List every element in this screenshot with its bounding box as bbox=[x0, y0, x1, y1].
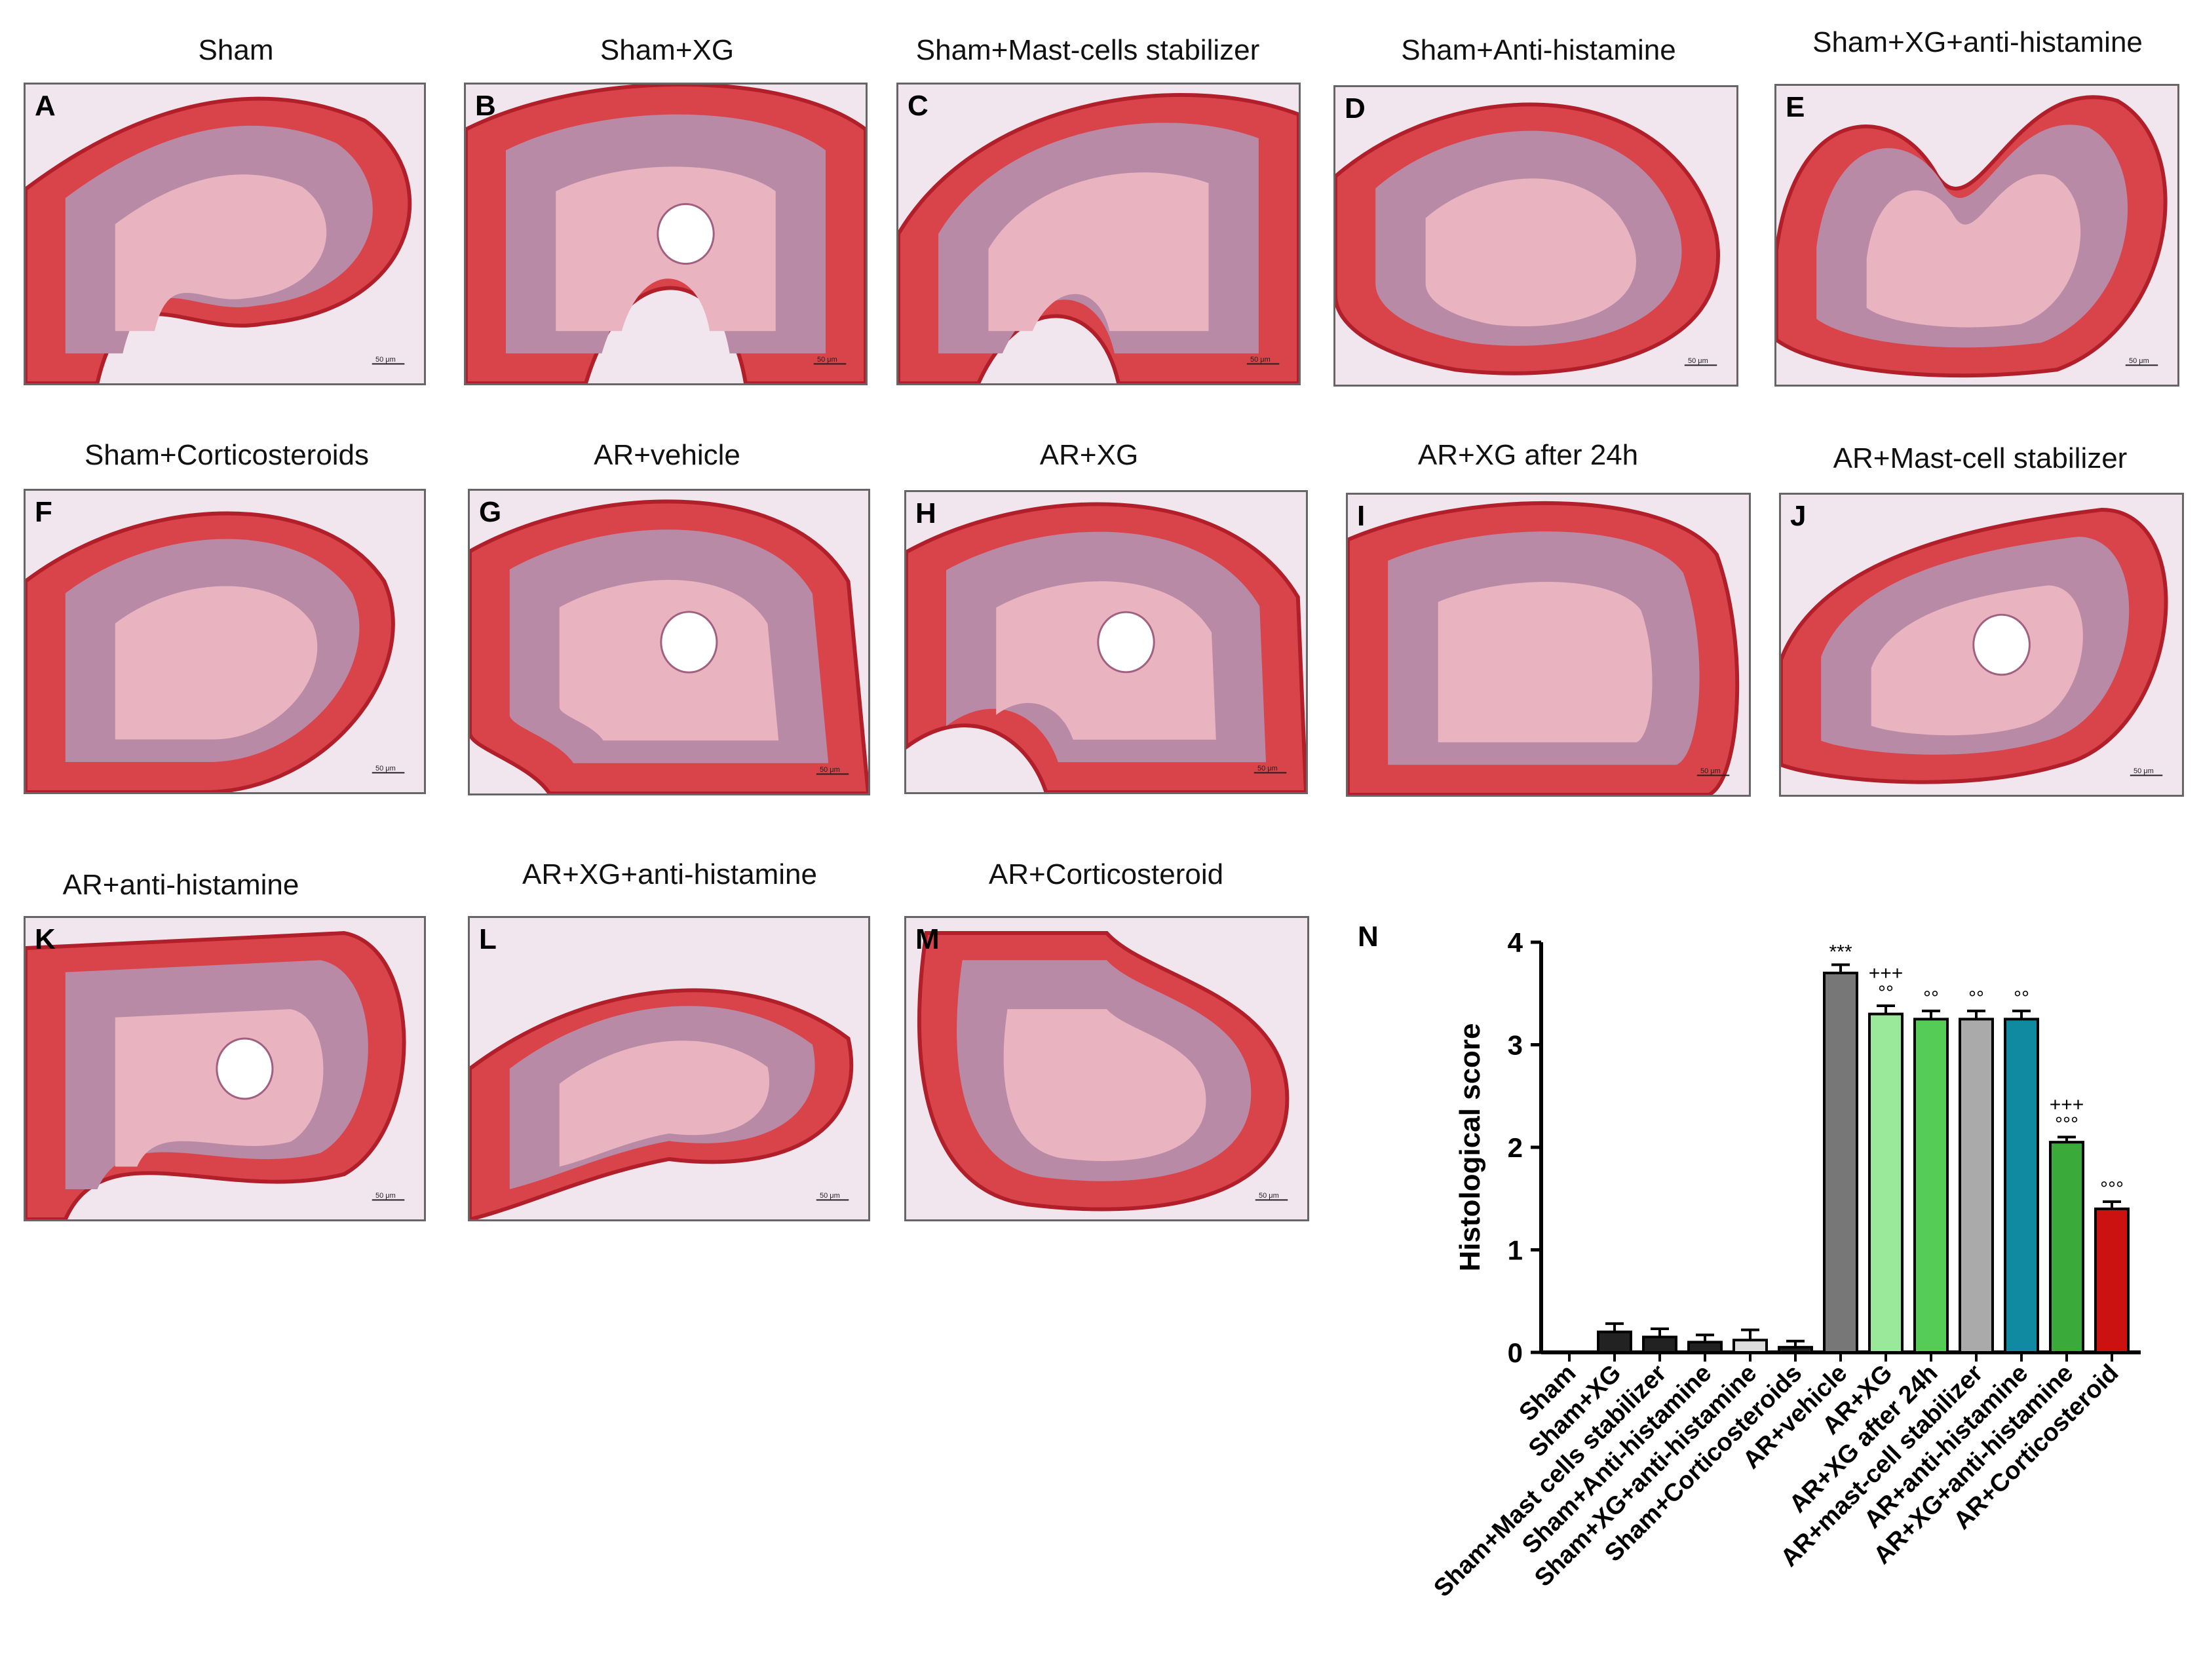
significance-marker: +++ bbox=[2050, 1094, 2084, 1115]
scale-bar-label: 50 μm bbox=[817, 356, 837, 364]
micrograph-image bbox=[470, 491, 868, 793]
y-tick-label: 1 bbox=[1508, 1235, 1523, 1266]
bar bbox=[1732, 1339, 1768, 1354]
micrograph-image bbox=[1348, 495, 1749, 795]
bar bbox=[2004, 1018, 2039, 1354]
micrograph-panel: 50 μm D bbox=[1333, 85, 1738, 387]
panel-letter: G bbox=[479, 496, 502, 528]
panel-letter: M bbox=[915, 923, 940, 955]
panel-letter: H bbox=[915, 497, 936, 529]
significance-marker: °° bbox=[2014, 987, 2029, 1009]
y-tick-label: 4 bbox=[1508, 927, 1523, 958]
panel-letter: C bbox=[908, 90, 928, 122]
y-tick-label: 0 bbox=[1508, 1337, 1523, 1368]
significance-marker: °° bbox=[1968, 987, 1984, 1009]
bar bbox=[2094, 1207, 2130, 1354]
panel-letter: A bbox=[35, 90, 56, 122]
bar bbox=[1959, 1018, 1994, 1354]
scale-bar-label: 50 μm bbox=[375, 356, 396, 364]
bar bbox=[1823, 971, 1858, 1354]
scale-bar-label: 50 μm bbox=[1259, 1192, 1279, 1200]
bar bbox=[1597, 1330, 1632, 1354]
scale-bar-label: 50 μm bbox=[820, 766, 840, 774]
bar bbox=[2049, 1141, 2084, 1354]
panel-title: AR+XG after 24h bbox=[1417, 439, 1639, 471]
panel-title: Sham+Mast-cells stabilizer bbox=[915, 34, 1260, 66]
micrograph-image bbox=[26, 918, 424, 1219]
micrograph-panel: 50 μm J bbox=[1779, 493, 2184, 797]
micrograph-image bbox=[906, 492, 1306, 792]
micrograph-image bbox=[26, 85, 424, 383]
panel-title: AR+anti-histamine bbox=[62, 869, 299, 901]
micrograph-panel: 50 μm M bbox=[904, 916, 1309, 1221]
panel-letter: L bbox=[479, 923, 497, 955]
panel-title: Sham+XG+anti-histamine bbox=[1812, 26, 2143, 58]
y-axis-label: Histological score bbox=[1454, 1023, 1486, 1271]
significance-marker: °°° bbox=[2055, 1113, 2078, 1135]
bar bbox=[1868, 1012, 1904, 1354]
panel-title: Sham bbox=[198, 34, 274, 66]
micrograph-image bbox=[898, 85, 1299, 383]
panel-title: Sham+Anti-histamine bbox=[1401, 34, 1676, 66]
significance-marker: °°° bbox=[2100, 1178, 2124, 1200]
micrograph-panel: 50 μm C bbox=[896, 83, 1301, 385]
micrograph-image bbox=[466, 85, 866, 383]
bar bbox=[1913, 1018, 1949, 1354]
micrograph-image bbox=[26, 491, 424, 792]
micrograph-image bbox=[1776, 86, 2177, 385]
bar bbox=[1687, 1341, 1723, 1354]
scale-bar-label: 50 μm bbox=[2134, 767, 2154, 775]
micrograph-image bbox=[1335, 87, 1736, 385]
panel-title: AR+XG+anti-histamine bbox=[522, 858, 817, 890]
micrograph-panel: 50 μm K bbox=[24, 916, 426, 1221]
panel-letter: F bbox=[35, 496, 52, 528]
micrograph-panel: 50 μm E bbox=[1774, 84, 2179, 387]
panel-title: AR+Mast-cell stabilizer bbox=[1833, 442, 2128, 474]
panel-letter: E bbox=[1786, 91, 1805, 123]
panel-letter: I bbox=[1357, 500, 1366, 532]
scale-bar-label: 50 μm bbox=[2129, 357, 2149, 365]
panel-letter: K bbox=[35, 923, 56, 955]
scale-bar-label: 50 μm bbox=[1688, 357, 1708, 365]
panel-letter: B bbox=[475, 90, 496, 122]
y-tick-label: 3 bbox=[1508, 1030, 1523, 1061]
bar bbox=[1778, 1346, 1813, 1354]
panel-title: AR+vehicle bbox=[594, 439, 740, 471]
micrograph-panel: 50 μm G bbox=[468, 489, 870, 795]
panel-title: Sham+Corticosteroids bbox=[84, 439, 370, 471]
scale-bar-label: 50 μm bbox=[375, 765, 396, 773]
significance-marker: °° bbox=[1878, 982, 1894, 1004]
panel-title: Sham+XG bbox=[600, 34, 735, 66]
scale-bar-label: 50 μm bbox=[1700, 767, 1721, 775]
micrograph-panel: 50 μm I bbox=[1346, 493, 1751, 797]
significance-marker: *** bbox=[1829, 941, 1852, 963]
bar-chart: N 0 1 2 3 4 Histological score Sham Sham+XG Sham+… bbox=[1337, 911, 2201, 1677]
scale-bar-label: 50 μm bbox=[375, 1192, 396, 1200]
micrograph-panel: 50 μm L bbox=[468, 916, 870, 1221]
scale-bar-label: 50 μm bbox=[820, 1192, 840, 1200]
scale-bar-label: 50 μm bbox=[1257, 765, 1278, 773]
panel-title: AR+XG bbox=[1039, 439, 1139, 471]
micrograph-image bbox=[1781, 495, 2182, 795]
bar bbox=[1642, 1335, 1677, 1354]
panel-letter: J bbox=[1790, 500, 1807, 532]
significance-marker: °° bbox=[1923, 987, 1939, 1009]
micrograph-image bbox=[906, 918, 1307, 1219]
significance-marker: +++ bbox=[1869, 963, 1904, 984]
micrograph-image bbox=[470, 918, 868, 1219]
micrograph-panel: 50 μm H bbox=[904, 490, 1308, 794]
panel-letter: D bbox=[1345, 92, 1366, 124]
micrograph-panel: 50 μm B bbox=[464, 83, 868, 385]
panel-title: AR+Corticosteroid bbox=[988, 858, 1224, 890]
chart-letter: N bbox=[1358, 921, 1379, 953]
y-tick-label: 2 bbox=[1508, 1132, 1523, 1163]
micrograph-panel: 50 μm F bbox=[24, 489, 426, 794]
micrograph-panel: 50 μm A bbox=[24, 83, 426, 385]
scale-bar-label: 50 μm bbox=[1250, 356, 1271, 364]
